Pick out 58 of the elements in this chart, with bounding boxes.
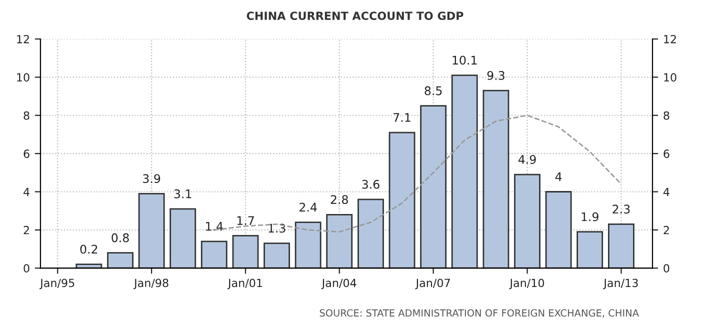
x-tick-label: Jan/95 [40, 278, 74, 290]
x-tick-label: Jan/13 [603, 278, 638, 290]
bar [232, 234, 259, 268]
x-tick-label: Jan/10 [509, 278, 544, 290]
bar [545, 191, 572, 268]
data-label: 8.5 [424, 86, 442, 96]
chart-title: CHINA CURRENT ACCOUNT TO GDP [246, 12, 464, 20]
y2-tick-label: 4 [663, 188, 670, 196]
data-label: 2.8 [330, 195, 348, 204]
bar [514, 174, 540, 268]
data-label: 4 [555, 172, 562, 181]
y2-tick-label: 10 [664, 73, 676, 82]
data-label: 3.9 [143, 174, 160, 184]
x-tick-label: Jan/01 [227, 278, 262, 290]
y2-tick-label: 8 [664, 111, 670, 120]
y-tick-label: 12 [17, 34, 29, 44]
bar [358, 198, 384, 268]
data-label: 7.1 [394, 113, 410, 122]
data-label: 1.7 [237, 216, 254, 225]
y2-tick-label: 2 [664, 226, 669, 234]
bar [326, 214, 353, 268]
data-label: 3.1 [174, 189, 192, 198]
y-tick-label: 6 [24, 150, 30, 158]
x-tick-label: Jan/04 [321, 278, 356, 290]
y2-tick-label: 0 [664, 264, 670, 273]
data-label: 1.9 [582, 212, 598, 222]
y-tick-label: 4 [24, 188, 30, 196]
bar [576, 231, 604, 268]
data-label: 3.6 [362, 180, 380, 189]
bar [294, 222, 322, 268]
bar [482, 90, 510, 268]
data-label: 4.9 [518, 155, 536, 164]
y-tick-label: 8 [24, 111, 30, 120]
bar [420, 105, 447, 268]
data-label: 2.4 [300, 202, 317, 212]
bar [264, 242, 290, 268]
data-label: 0.8 [112, 233, 129, 242]
data-label: 2.3 [612, 204, 630, 214]
source-note: SOURCE: STATE ADMINISTRATION OF FOREIGN EXCHANGE, CHINA [320, 309, 639, 318]
bar [200, 240, 228, 268]
data-label: 1.4 [206, 222, 223, 231]
y2-tick-label: 6 [664, 150, 670, 158]
bar [451, 74, 478, 268]
x-tick-label: Jan/98 [133, 278, 168, 290]
bar [107, 252, 134, 268]
y-tick-label: 10 [17, 73, 30, 82]
bar [608, 224, 634, 268]
y-tick-label: 0 [24, 264, 30, 273]
data-label: 10.1 [452, 56, 477, 65]
bar [138, 192, 165, 268]
bar [388, 132, 416, 268]
data-label: 0.2 [80, 244, 98, 254]
data-label: 9.3 [487, 71, 504, 80]
y2-tick-label: 12 [664, 34, 676, 44]
bar [170, 208, 196, 268]
y-tick-label: 2 [24, 226, 29, 234]
x-tick-label: Jan/07 [415, 278, 450, 290]
bar [76, 264, 102, 268]
